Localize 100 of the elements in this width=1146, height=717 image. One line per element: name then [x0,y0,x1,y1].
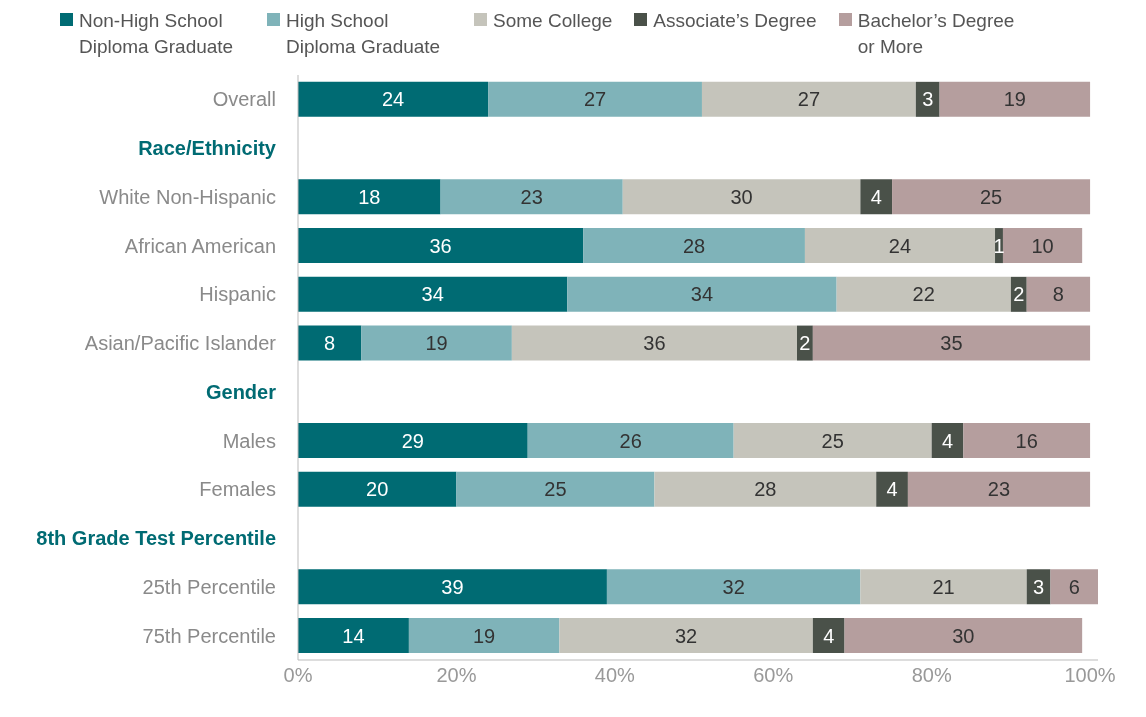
y-tick-label: Males [222,429,276,452]
data-label: 8 [324,332,336,355]
legend-label: Non-High School Diploma Graduate [79,9,235,59]
data-label: 8 [1052,283,1064,306]
data-label: 23 [987,478,1011,501]
data-label: 18 [358,185,381,208]
bar [701,81,916,117]
bar [836,276,1011,312]
data-label: 30 [730,185,753,208]
bar [298,179,441,215]
data-label: 4 [823,624,835,647]
data-label: 19 [425,332,448,355]
data-label: 4 [886,478,898,501]
data-label: 23 [520,185,543,208]
data-label: 27 [583,88,607,111]
bar [654,471,877,507]
data-label: 3 [1033,575,1045,598]
data-label: 3 [922,88,934,111]
y-tick-label: Race/Ethnicity [138,137,277,160]
bar [408,618,560,654]
data-label: 16 [1015,429,1038,452]
bar [804,228,996,264]
bar [622,179,861,215]
bar [892,179,1091,215]
data-label: 2 [799,332,811,355]
data-label: 14 [342,624,365,647]
bar [583,228,805,264]
bar [812,618,845,654]
y-tick-label: White Non-Hispanic [99,185,276,208]
bar [298,423,528,459]
data-label: 19 [1003,88,1026,111]
bar [456,471,655,507]
data-label: 10 [1031,234,1054,257]
bar [939,81,1091,117]
bar [567,276,837,312]
x-tick-label: 60% [753,664,794,687]
data-label: 35 [940,332,963,355]
bar [733,423,932,459]
data-label: 32 [674,624,698,647]
y-tick-label: Overall [212,88,276,111]
bar [298,276,568,312]
bar [860,569,1027,605]
y-tick-label: Females [199,478,276,501]
y-tick-label: African American [124,234,276,257]
bar [1026,276,1091,312]
x-tick-label: 20% [436,664,477,687]
data-label: 28 [682,234,706,257]
data-label: 25 [979,185,1003,208]
y-tick-label: Asian/Pacific Islander [84,332,277,355]
data-label: 4 [870,185,882,208]
bar [1050,569,1098,605]
data-label: 29 [401,429,424,452]
x-tick-label: 80% [911,664,952,687]
bar [440,179,623,215]
legend-label: Some College [493,9,613,33]
bar [511,325,798,361]
data-label: 28 [754,478,777,501]
bar [1002,228,1083,264]
bar [606,569,861,605]
y-tick-label: Hispanic [199,283,276,306]
data-label: 20 [366,478,389,501]
data-label: 24 [381,88,405,111]
data-label: 26 [619,429,642,452]
data-label: 36 [429,234,452,257]
data-label: 34 [421,283,444,306]
x-tick-label: 100% [1064,664,1116,687]
legend-label: Associate’s Degree [653,9,817,33]
bar [844,618,1083,654]
bar [907,471,1091,507]
data-label: 6 [1068,575,1080,598]
data-label: 22 [912,283,935,306]
legend-label: High School Diploma Graduate [286,9,442,59]
x-tick-label: 40% [594,664,636,687]
data-label: 34 [690,283,714,306]
bar [298,228,584,264]
y-tick-label: Gender [205,380,277,403]
bar [298,81,489,117]
y-tick-label: 75th Percentile [142,624,276,647]
bar [298,618,409,654]
data-label: 32 [722,575,745,598]
bar [298,471,457,507]
data-label: 19 [473,624,496,647]
bar [559,618,813,654]
data-label: 2 [1013,283,1025,306]
bar [876,471,908,507]
bar [527,423,734,459]
data-label: 30 [952,624,975,647]
bar [915,81,940,117]
bar [361,325,512,361]
legend-label: Bachelor’s Degree or More [857,9,1016,59]
bar [931,423,964,459]
bar [298,569,607,605]
data-label: 36 [643,332,666,355]
bar [488,81,702,117]
data-label: 25 [544,478,567,501]
y-tick-label: 8th Grade Test Percentile [36,527,276,550]
data-label: 39 [441,575,464,598]
data-label: 25 [821,429,844,452]
bar [860,179,893,215]
bar [812,325,1091,361]
